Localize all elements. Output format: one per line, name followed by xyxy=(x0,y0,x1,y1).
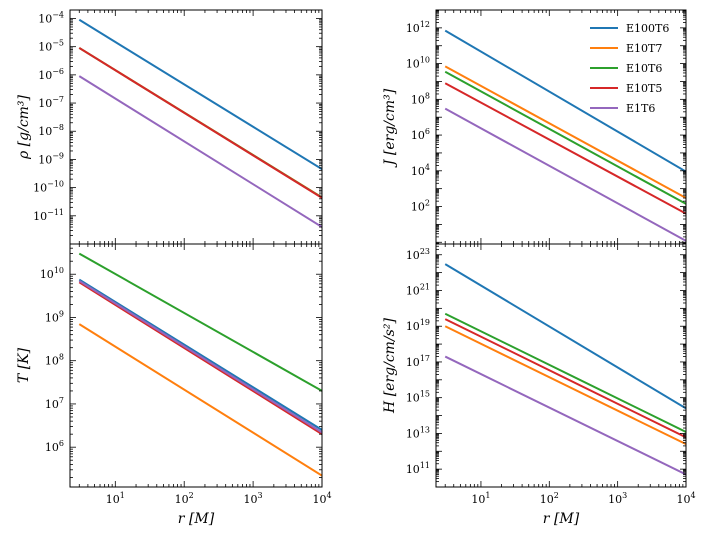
y-tick-label: 108 xyxy=(45,353,64,368)
x-axis-label: r [M] xyxy=(178,511,215,527)
panel-top-left: 10−4 10−5 10−6 10−7 10−8 10−9 10−10 10−11 ρ [g/c… xyxy=(16,9,323,245)
y-tick-label: 10−5 xyxy=(38,39,64,54)
y-tick-label: 10−6 xyxy=(38,67,64,82)
y-tick-label: 1023 xyxy=(406,247,430,262)
x-tick-label: 102 xyxy=(175,491,194,506)
x-axis-label: r [M] xyxy=(543,511,580,527)
legend: E100T6 E10T7 E10T6 E10T5 E1T6 xyxy=(590,22,669,115)
y-tick-label: 106 xyxy=(411,127,430,142)
axes-frame xyxy=(435,243,687,488)
x-tick-label: 101 xyxy=(471,491,490,506)
y-tick-label: 1015 xyxy=(406,390,430,405)
series-E10T5-line xyxy=(78,281,322,436)
x-tick-label: 104 xyxy=(676,491,695,506)
y-tick-label: 10−7 xyxy=(38,95,64,110)
y-tick-label: 1012 xyxy=(406,20,430,35)
panel-bottom-left: 1010 109 108 107 106 101 102 103 104 T [K] r [M] xyxy=(16,243,332,527)
y-tick-label: 102 xyxy=(411,199,430,214)
series-E10T5-line xyxy=(444,82,686,215)
y-tick-label: 1021 xyxy=(406,282,430,297)
series-E10T7-line xyxy=(444,325,686,446)
legend-label-E100T6: E100T6 xyxy=(626,22,669,35)
series-E10T7-line xyxy=(444,65,686,199)
legend-label-E10T6: E10T6 xyxy=(626,62,662,75)
x-tick-label: 104 xyxy=(312,491,331,506)
x-tick-label: 101 xyxy=(106,491,125,506)
y-tick-label: 109 xyxy=(45,309,64,324)
series-E10T6-line xyxy=(78,252,322,392)
y-axis-label: T [K] xyxy=(16,347,32,383)
y-tick-label: 10−8 xyxy=(38,123,64,138)
legend-label-E10T5: E10T5 xyxy=(626,82,662,95)
series-E10T5-line xyxy=(444,318,686,439)
panel-bottom-right: 1023 1021 1019 1017 1015 1013 1011 101 102 103 104… xyxy=(382,243,696,527)
series-E1T6-line xyxy=(78,280,322,434)
x-tick-label: 102 xyxy=(540,491,559,506)
y-tick-label: 1011 xyxy=(406,461,430,476)
series-E100T6-line xyxy=(78,18,322,171)
y-axis-label: ρ [g/cm³] xyxy=(16,94,32,160)
y-tick-label: 1019 xyxy=(406,318,430,333)
y-axis-label: H [erg/cm/s²] xyxy=(382,318,398,414)
y-tick-label: 104 xyxy=(411,163,430,178)
y-tick-label: 1017 xyxy=(406,354,430,369)
y-tick-label: 10−4 xyxy=(38,10,64,25)
series-E1T6-line xyxy=(444,355,686,476)
y-tick-label: 1010 xyxy=(406,56,430,71)
y-tick-label: 10−9 xyxy=(38,151,64,166)
series-E1T6-line xyxy=(78,75,322,228)
x-tick-label: 103 xyxy=(244,491,263,506)
legend-label-E1T6: E1T6 xyxy=(626,102,655,115)
legend-label-E10T7: E10T7 xyxy=(626,42,662,55)
axes-frame xyxy=(69,9,323,245)
series-E10T7-line xyxy=(78,323,322,477)
series-E100T6-line xyxy=(444,29,686,173)
y-axis-label: J [erg/cm³] xyxy=(382,88,398,168)
y-tick-label: 108 xyxy=(411,91,430,106)
x-tick-label: 103 xyxy=(608,491,627,506)
series-E10T5-line xyxy=(78,47,322,199)
series-E1T6-line xyxy=(444,107,686,242)
y-tick-label: 1013 xyxy=(406,425,430,440)
y-tick-label: 106 xyxy=(45,439,64,454)
series-E10T6-line xyxy=(444,312,686,433)
y-tick-label: 10−11 xyxy=(33,208,64,223)
series-E100T6-line xyxy=(78,278,322,431)
y-tick-label: 10−10 xyxy=(33,180,64,195)
series-E100T6-line xyxy=(444,263,686,410)
series-E10T6-line xyxy=(444,70,686,205)
axes-frame xyxy=(69,243,323,488)
y-tick-label: 1010 xyxy=(40,266,64,281)
y-tick-label: 107 xyxy=(45,396,64,411)
